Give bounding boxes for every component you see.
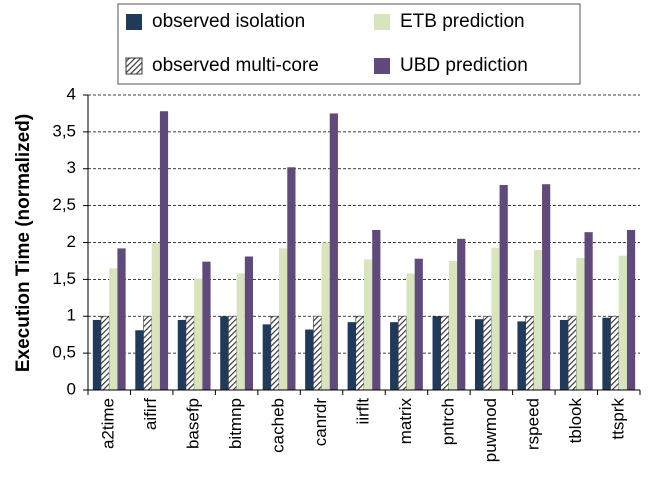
x-tick-label: iirflt bbox=[353, 398, 372, 425]
legend-label: ETB prediction bbox=[400, 11, 525, 32]
y-tick-label: 3 bbox=[67, 158, 76, 177]
legend-swatch bbox=[374, 58, 390, 74]
bar bbox=[457, 238, 466, 390]
bar bbox=[151, 243, 160, 390]
legend-swatch bbox=[374, 14, 390, 30]
x-tick-label: puwmod bbox=[481, 398, 500, 462]
bar bbox=[177, 319, 186, 390]
x-tick-label: bitmnp bbox=[226, 398, 245, 449]
bar bbox=[440, 315, 450, 391]
bar bbox=[602, 317, 611, 390]
x-tick-label: a2time bbox=[99, 398, 118, 449]
y-axis-label: Execution Time (normalized) bbox=[13, 114, 34, 372]
x-tick-label: rspeed bbox=[523, 398, 542, 450]
bar bbox=[567, 315, 577, 391]
bar bbox=[321, 242, 330, 390]
y-tick-label: 1,5 bbox=[52, 269, 76, 288]
y-tick-label: 2 bbox=[67, 232, 76, 251]
bar bbox=[279, 248, 288, 390]
bar bbox=[372, 229, 381, 390]
bar bbox=[143, 315, 152, 391]
bar bbox=[220, 316, 229, 390]
bar bbox=[432, 316, 441, 390]
x-tick-label: tblook bbox=[566, 398, 585, 444]
bar bbox=[355, 315, 365, 391]
bar bbox=[313, 315, 322, 391]
bar bbox=[305, 329, 314, 390]
bar bbox=[244, 256, 254, 390]
x-tick-label: basefp bbox=[184, 398, 203, 449]
bar bbox=[576, 257, 585, 390]
y-tick-label: 0 bbox=[67, 379, 76, 398]
bar bbox=[364, 259, 373, 390]
x-tick-label: pntrch bbox=[438, 398, 457, 445]
bar bbox=[262, 324, 271, 390]
x-tick-label: aifirf bbox=[141, 398, 160, 430]
bar bbox=[117, 248, 126, 390]
bar bbox=[474, 319, 484, 390]
x-tick-label: canrdr bbox=[311, 398, 330, 447]
y-tick-label: 3,5 bbox=[52, 121, 76, 140]
legend-label: observed isolation bbox=[152, 11, 305, 32]
bar bbox=[159, 111, 169, 390]
bar bbox=[329, 113, 338, 390]
legend-label: UBD prediction bbox=[400, 55, 528, 76]
bar bbox=[414, 258, 423, 390]
bar bbox=[448, 260, 458, 390]
bar bbox=[287, 167, 296, 390]
bar bbox=[517, 321, 526, 390]
bar bbox=[533, 249, 543, 390]
y-tick-label: 0,5 bbox=[52, 343, 76, 362]
bar bbox=[584, 232, 593, 390]
x-tick-label: ttsprk bbox=[608, 398, 627, 440]
bar bbox=[626, 229, 636, 390]
bar bbox=[202, 261, 211, 390]
bar bbox=[390, 322, 399, 390]
bar bbox=[610, 315, 620, 391]
legend-swatch bbox=[125, 57, 143, 75]
bar bbox=[185, 315, 195, 391]
bar bbox=[109, 268, 118, 390]
bar bbox=[135, 330, 144, 390]
bar bbox=[618, 255, 627, 390]
y-tick-label: 2,5 bbox=[52, 195, 76, 214]
bar bbox=[270, 315, 280, 391]
bar bbox=[406, 273, 415, 390]
x-tick-label: matrix bbox=[396, 398, 415, 445]
bar bbox=[236, 273, 245, 390]
x-tick-label: cacheb bbox=[269, 398, 288, 453]
legend-swatch bbox=[126, 14, 142, 30]
bar bbox=[100, 315, 110, 391]
bar bbox=[559, 319, 569, 390]
legend-box bbox=[117, 3, 581, 85]
bar bbox=[228, 315, 237, 391]
bar bbox=[499, 184, 508, 390]
bar bbox=[347, 322, 356, 390]
bar bbox=[542, 184, 551, 390]
y-tick-label: 1 bbox=[67, 306, 76, 325]
bar bbox=[482, 315, 492, 391]
legend-label: observed multi-core bbox=[152, 55, 319, 76]
bar bbox=[525, 315, 535, 391]
bar bbox=[491, 247, 500, 390]
bar bbox=[194, 278, 203, 390]
y-tick-label: 4 bbox=[67, 84, 76, 103]
bar bbox=[92, 319, 102, 390]
bar bbox=[397, 315, 407, 391]
